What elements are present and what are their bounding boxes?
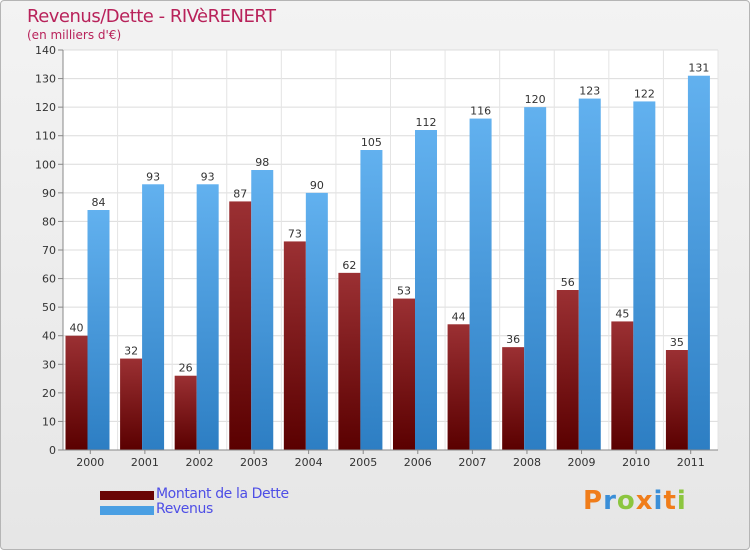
value-label-revenue-2001: 93 [146,170,160,183]
value-label-revenue-2007: 116 [470,105,491,118]
value-label-revenue-2004: 90 [310,179,324,192]
x-tick-label: 2007 [458,456,486,469]
y-tick-label: 0 [49,444,56,457]
y-tick-label: 10 [42,415,56,428]
x-tick-label: 2010 [622,456,650,469]
bar-debt-2002 [174,375,197,450]
x-tick-label: 2006 [404,456,432,469]
y-tick-label: 50 [42,301,56,314]
y-tick-label: 110 [35,130,56,143]
bar-revenue-2011 [687,75,710,450]
value-label-debt-2008: 36 [506,333,520,346]
bar-revenue-2002 [196,184,219,451]
x-tick-label: 2003 [240,456,268,469]
y-tick-label: 90 [42,187,56,200]
value-label-debt-2003: 87 [233,187,247,200]
x-tick-label: 2011 [677,456,705,469]
chart-title: Revenus/Dette - RIVèRENERT [27,6,276,27]
y-tick-label: 20 [42,387,56,400]
x-tick-label: 2005 [349,456,377,469]
gridlines [62,49,719,451]
value-label-debt-2011: 35 [670,336,684,349]
value-label-revenue-2002: 93 [201,170,215,183]
value-label-debt-2010: 45 [615,307,629,320]
value-label-revenue-2003: 98 [255,156,269,169]
y-tick-label: 70 [42,244,56,257]
y-tick-label: 140 [35,44,56,57]
value-label-debt-2002: 26 [179,362,193,375]
bar-revenue-2003 [251,170,274,450]
x-tick-label: 2009 [568,456,596,469]
bar-debt-2004 [283,241,306,450]
value-label-revenue-2008: 120 [525,93,546,106]
value-label-revenue-2009: 123 [579,85,600,98]
value-label-revenue-2006: 112 [416,116,437,129]
logo-letter: o [616,486,636,516]
bar-debt-2006 [393,298,415,450]
bar-debt-2005 [338,272,361,450]
value-label-revenue-2000: 84 [92,196,106,209]
bar-debt-2003 [229,201,252,450]
value-label-debt-2009: 56 [561,276,575,289]
logo-letter: r [603,486,617,516]
bar-revenue-2007 [469,118,492,451]
x-tick-label: 2008 [513,456,541,469]
bar-revenue-2008 [524,107,547,451]
legend-label-debt: Montant de la Dette [156,486,289,502]
bars [65,75,710,451]
value-label-revenue-2010: 122 [634,87,655,100]
bar-debt-2008 [502,347,525,450]
x-tick-label: 2004 [295,456,323,469]
bar-revenue-2000 [87,210,110,450]
bar-debt-2007 [447,324,470,450]
bar-revenue-2005 [360,150,383,450]
logo-letter: i [676,486,687,516]
y-tick-label: 30 [42,358,56,371]
value-label-debt-2004: 73 [288,227,302,240]
bar-debt-2001 [120,358,143,450]
bar-revenue-2001 [142,184,165,451]
bar-revenue-2006 [415,130,437,450]
y-tick-label: 60 [42,273,56,286]
y-tick-label: 130 [35,73,56,86]
value-labels: 40 84 32 93 26 93 87 98 73 90 62 105 53 112 44 116 36 120… [70,62,710,375]
x-tick-label: 2002 [185,456,213,469]
legend-swatch-revenue [100,506,154,515]
bar-debt-2010 [611,321,634,450]
bar-debt-2009 [556,290,579,450]
value-label-revenue-2011: 131 [688,62,709,75]
chart-subtitle: (en milliers d'€) [27,28,122,42]
logo-letter: x [635,486,654,516]
value-label-debt-2006: 53 [397,285,411,298]
y-tick-label: 40 [42,330,56,343]
logo-letter: i [653,486,664,516]
bar-revenue-2004 [305,192,328,450]
value-label-revenue-2005: 105 [361,136,382,149]
proxiti-logo: Proxiti [583,486,687,516]
x-tick-label: 2000 [76,456,104,469]
bar-revenue-2009 [578,98,601,451]
logo-letter: P [583,486,604,516]
logo-letter: t [663,486,677,516]
value-label-debt-2005: 62 [342,259,356,272]
value-label-debt-2007: 44 [452,310,466,323]
value-label-debt-2000: 40 [70,322,84,335]
bar-debt-2000 [65,335,88,450]
x-tick-label: 2001 [131,456,159,469]
bar-revenue-2010 [633,101,656,450]
y-tick-label: 100 [35,158,56,171]
value-label-debt-2001: 32 [124,345,138,358]
axes: 0 10 20 30 40 50 60 70 80 90 100 110 120 130 140 2000 20… [35,44,718,469]
legend-label-revenue: Revenus [156,501,213,517]
y-tick-label: 120 [35,101,56,114]
bar-debt-2011 [665,350,688,450]
y-tick-label: 80 [42,215,56,228]
legend-swatch-debt [100,491,154,500]
